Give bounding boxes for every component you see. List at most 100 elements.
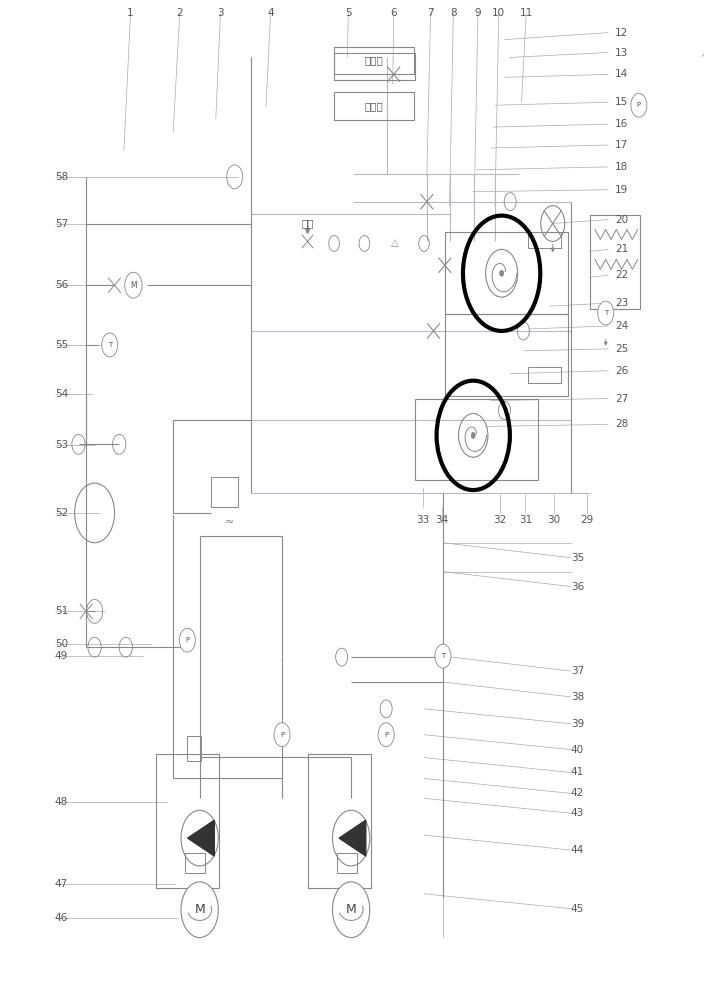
Circle shape xyxy=(102,333,118,357)
Bar xyxy=(528,232,562,248)
Text: 15: 15 xyxy=(615,97,629,107)
Text: P: P xyxy=(637,102,641,108)
Text: 4: 4 xyxy=(268,8,274,18)
Text: 56: 56 xyxy=(55,280,68,290)
Text: P: P xyxy=(185,637,189,643)
Text: 31: 31 xyxy=(519,515,532,525)
Text: 36: 36 xyxy=(571,582,584,592)
Text: 35: 35 xyxy=(571,553,584,563)
Text: 1: 1 xyxy=(127,8,134,18)
Text: ≈: ≈ xyxy=(225,517,234,527)
Text: 47: 47 xyxy=(55,879,68,889)
Text: 23: 23 xyxy=(615,298,629,308)
Text: 进水: 进水 xyxy=(301,219,314,229)
Text: 24: 24 xyxy=(615,321,629,331)
Bar xyxy=(187,736,201,761)
Circle shape xyxy=(274,723,290,747)
Text: 41: 41 xyxy=(571,767,584,777)
Text: 25: 25 xyxy=(615,344,629,354)
Text: 19: 19 xyxy=(615,185,629,195)
Bar xyxy=(308,754,371,888)
Bar xyxy=(445,232,568,314)
Text: T: T xyxy=(441,653,445,659)
Text: 45: 45 xyxy=(571,904,584,914)
Circle shape xyxy=(500,270,503,276)
Text: 14: 14 xyxy=(615,69,629,79)
Bar xyxy=(590,215,640,309)
Text: 真空泵: 真空泵 xyxy=(365,101,384,111)
Polygon shape xyxy=(339,820,366,856)
Text: 42: 42 xyxy=(571,788,584,798)
Bar xyxy=(445,314,568,396)
Text: ∿: ∿ xyxy=(700,52,704,61)
Text: 30: 30 xyxy=(547,515,560,525)
Text: T: T xyxy=(603,310,608,316)
Bar xyxy=(211,477,238,507)
Text: 3: 3 xyxy=(217,8,224,18)
Text: M: M xyxy=(194,903,205,916)
Circle shape xyxy=(631,93,647,117)
Text: 43: 43 xyxy=(571,808,584,818)
Circle shape xyxy=(332,882,370,938)
Text: 18: 18 xyxy=(615,162,629,172)
Bar xyxy=(334,47,414,74)
Bar xyxy=(337,853,357,873)
Circle shape xyxy=(125,272,142,298)
Circle shape xyxy=(180,628,195,652)
Text: 52: 52 xyxy=(55,508,68,518)
Bar xyxy=(528,367,562,383)
Text: 20: 20 xyxy=(615,215,629,225)
Bar xyxy=(689,44,704,70)
Text: 11: 11 xyxy=(520,8,533,18)
Text: △: △ xyxy=(391,238,398,248)
Text: 48: 48 xyxy=(55,797,68,807)
Circle shape xyxy=(378,723,394,747)
Circle shape xyxy=(598,301,614,325)
Text: 37: 37 xyxy=(571,666,584,676)
Circle shape xyxy=(435,644,451,668)
Text: 5: 5 xyxy=(345,8,351,18)
Text: 16: 16 xyxy=(615,119,629,129)
Bar xyxy=(156,754,220,888)
Text: 28: 28 xyxy=(615,419,629,429)
Text: T: T xyxy=(108,342,112,348)
Text: P: P xyxy=(384,732,388,738)
Text: 33: 33 xyxy=(417,515,429,525)
Circle shape xyxy=(471,432,475,438)
Text: 44: 44 xyxy=(571,845,584,855)
Circle shape xyxy=(181,882,218,938)
Text: 46: 46 xyxy=(55,913,68,923)
Text: P: P xyxy=(280,732,284,738)
Bar xyxy=(185,853,206,873)
Text: 7: 7 xyxy=(427,8,434,18)
Text: 32: 32 xyxy=(493,515,506,525)
Text: 27: 27 xyxy=(615,394,629,404)
Text: 50: 50 xyxy=(55,639,68,649)
Text: 49: 49 xyxy=(55,651,68,661)
Text: 34: 34 xyxy=(435,515,448,525)
Text: 40: 40 xyxy=(571,745,584,755)
Text: 2: 2 xyxy=(177,8,183,18)
Text: M: M xyxy=(346,903,356,916)
Text: 39: 39 xyxy=(571,719,584,729)
Text: 6: 6 xyxy=(391,8,397,18)
Text: 17: 17 xyxy=(615,140,629,150)
Text: 9: 9 xyxy=(474,8,482,18)
Text: 22: 22 xyxy=(615,270,629,280)
Text: 13: 13 xyxy=(615,47,629,57)
Text: M: M xyxy=(130,281,137,290)
Bar xyxy=(334,92,414,120)
Text: 26: 26 xyxy=(615,366,629,376)
Text: 57: 57 xyxy=(55,219,68,229)
Polygon shape xyxy=(188,820,214,856)
Text: 38: 38 xyxy=(571,692,584,702)
Text: 53: 53 xyxy=(55,440,68,450)
Text: 55: 55 xyxy=(55,340,68,350)
Text: 58: 58 xyxy=(55,172,68,182)
Text: 54: 54 xyxy=(55,389,68,399)
Bar xyxy=(334,52,415,80)
Bar xyxy=(415,399,538,480)
Text: 12: 12 xyxy=(615,28,629,38)
Text: 51: 51 xyxy=(55,606,68,616)
Text: 21: 21 xyxy=(615,244,629,254)
